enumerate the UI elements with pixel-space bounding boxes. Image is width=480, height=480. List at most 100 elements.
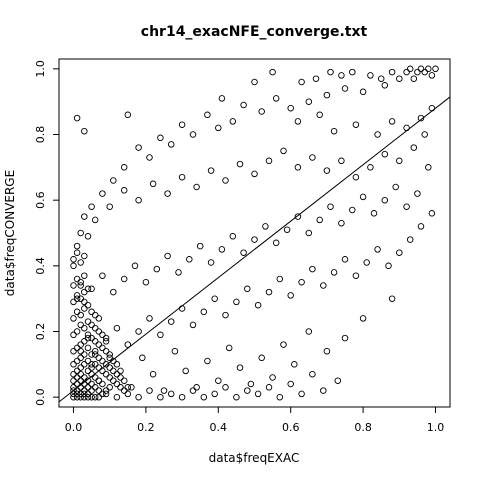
data-point [341, 85, 349, 92]
data-point [81, 390, 88, 398]
data-point [77, 390, 84, 398]
data-point [349, 206, 356, 214]
data-point [117, 374, 124, 381]
data-point [120, 387, 128, 394]
data-point [222, 311, 229, 319]
data-point [374, 131, 381, 138]
data-point [106, 374, 113, 381]
data-point [417, 223, 425, 230]
data-point [81, 305, 88, 312]
data-point [178, 305, 186, 312]
data-point [421, 68, 428, 76]
data-point [240, 101, 247, 109]
data-point [178, 173, 186, 181]
data-point [146, 154, 153, 161]
data-point [218, 95, 226, 102]
data-point [73, 295, 81, 302]
data-point [113, 393, 121, 401]
data-point [95, 377, 103, 384]
data-point [77, 321, 84, 329]
data-point [91, 374, 99, 381]
data-point [207, 259, 215, 266]
data-point [102, 390, 110, 398]
data-point [88, 364, 95, 371]
x-tick-label: 0.0 [65, 421, 83, 434]
data-point [320, 282, 327, 289]
data-point [77, 347, 84, 355]
x-tick-label: 0.8 [354, 421, 372, 434]
data-point [280, 341, 287, 348]
data-point [70, 377, 77, 384]
data-point [403, 203, 410, 210]
data-point [73, 328, 81, 335]
data-point [291, 361, 298, 368]
data-point [222, 384, 229, 391]
y-tick-label: 0.0 [34, 388, 47, 406]
data-point [309, 265, 316, 273]
data-point [236, 364, 244, 371]
data-point [428, 210, 436, 217]
data-point [84, 344, 92, 352]
data-point [167, 318, 175, 325]
data-point [70, 361, 77, 368]
data-point [102, 361, 110, 368]
data-point [81, 298, 88, 306]
data-point [110, 357, 117, 365]
data-point [167, 141, 175, 148]
data-point [352, 121, 360, 128]
data-point [262, 223, 269, 230]
data-point [99, 190, 106, 197]
data-point [381, 82, 389, 89]
data-point [323, 91, 331, 99]
data-point [381, 196, 389, 204]
data-point [135, 144, 142, 151]
data-point [81, 272, 88, 279]
y-tick-label: 0.6 [34, 191, 47, 209]
data-point [81, 351, 88, 358]
data-point [88, 387, 95, 394]
data-point [272, 239, 280, 247]
data-point [99, 390, 106, 398]
data-point [193, 183, 200, 191]
data-point [207, 167, 215, 174]
data-point [229, 118, 237, 125]
data-point [77, 364, 84, 371]
data-point [77, 282, 84, 289]
data-point [77, 370, 84, 378]
data-point [95, 315, 103, 322]
data-point [95, 387, 103, 394]
data-point [70, 315, 77, 322]
data-point [84, 390, 92, 398]
data-point [70, 393, 77, 401]
data-point [91, 311, 99, 319]
data-point [334, 377, 342, 384]
data-point [178, 393, 186, 401]
data-point [157, 331, 164, 339]
data-point [91, 338, 99, 345]
data-point [251, 236, 258, 243]
data-point [128, 384, 135, 391]
data-point [338, 157, 345, 165]
data-point [84, 384, 92, 391]
data-point [265, 157, 273, 165]
data-point [178, 121, 186, 128]
data-point [186, 256, 193, 263]
data-point [73, 380, 81, 388]
data-point [280, 147, 287, 155]
data-point [153, 265, 161, 273]
data-point [410, 144, 418, 151]
x-tick-label: 0.6 [282, 421, 300, 434]
data-point [269, 374, 276, 381]
data-point [81, 324, 88, 332]
data-point [276, 393, 284, 401]
data-point [276, 275, 284, 283]
data-point [388, 295, 396, 302]
data-point [84, 334, 92, 342]
data-point [287, 104, 294, 112]
data-point [102, 387, 110, 394]
data-point [283, 226, 291, 233]
data-point [88, 351, 95, 358]
data-point [81, 361, 88, 368]
data-point [244, 285, 251, 293]
data-point [287, 292, 294, 299]
